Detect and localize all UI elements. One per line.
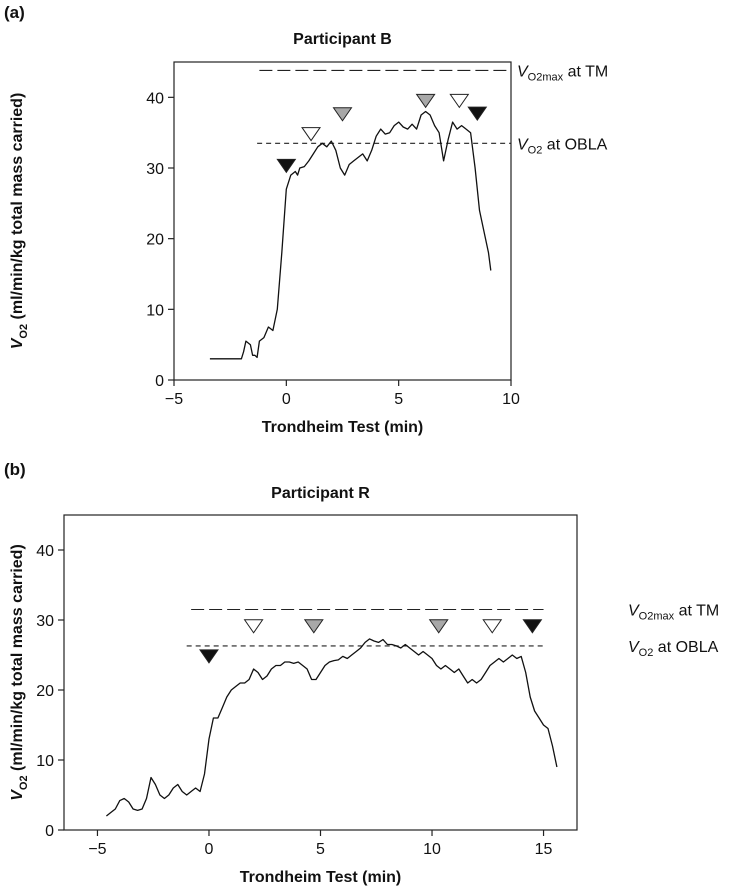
stage-marker-black: [276, 158, 297, 174]
y-tick-label: 10: [146, 302, 164, 319]
stage-marker-black: [467, 106, 488, 121]
x-tick-label: 0: [282, 391, 291, 408]
stage-marker-black: [199, 649, 219, 664]
vo2-series-line: [209, 110, 492, 360]
x-tick-label: 10: [502, 391, 520, 408]
y-axis-label: VO2 (ml/min/kg total mass carried): [9, 544, 30, 801]
stage-marker-white: [482, 619, 503, 634]
stage-marker-white: [449, 93, 470, 109]
panel-label: (a): [4, 3, 25, 22]
stage-marker-gray: [415, 93, 436, 109]
chart-panel-a: (a)Participant B−5 0 5 10010203040Trondheim…: [4, 3, 608, 436]
x-tick-label: 5: [394, 391, 403, 408]
chart-title: Participant B: [293, 31, 392, 48]
chart-title: Participant R: [271, 485, 370, 502]
y-tick-label: 10: [36, 753, 54, 770]
chart-panel-b: (b) Participant R −5 0 5 10 15 0 10 20 30 40 Trondhe…: [4, 460, 719, 886]
y-tick-label: 0: [45, 823, 54, 840]
x-tick-label: 10: [423, 841, 441, 858]
y-tick-label: 30: [36, 613, 54, 630]
x-tick-label: 0: [205, 841, 214, 858]
x-tick-label: 5: [316, 841, 325, 858]
y-tick-label: 30: [146, 161, 164, 178]
x-axis-label: Trondheim Test (min): [262, 419, 423, 436]
y-tick-label: 0: [155, 373, 164, 390]
stage-marker-white: [301, 127, 322, 142]
x-tick-label: −5: [88, 841, 106, 858]
x-axis-label: Trondheim Test (min): [240, 869, 401, 886]
y-axis-label: VO2 (ml/min/kg total mass carried): [9, 93, 30, 350]
reference-line-label: VO2 at OBLA: [628, 639, 719, 659]
panel-label: (b): [4, 460, 26, 479]
x-tick-label: −5: [165, 391, 183, 408]
stage-marker-gray: [332, 107, 353, 122]
y-tick-label: 40: [36, 543, 54, 560]
plot-frame: [173, 61, 512, 381]
reference-line-label: VO2max at TM: [517, 63, 608, 83]
y-tick-label: 40: [146, 90, 164, 107]
y-tick-label: 20: [36, 683, 54, 700]
reference-line-label: VO2max at TM: [628, 603, 719, 623]
stage-marker-gray: [303, 619, 324, 634]
reference-line-label: VO2 at OBLA: [517, 136, 608, 156]
stage-marker-black: [522, 619, 543, 634]
vo2-series-line: [105, 638, 558, 817]
y-tick-label: 20: [146, 232, 164, 249]
x-tick-label: 15: [535, 841, 553, 858]
stage-marker-white: [243, 619, 264, 634]
stage-marker-gray: [428, 619, 449, 634]
